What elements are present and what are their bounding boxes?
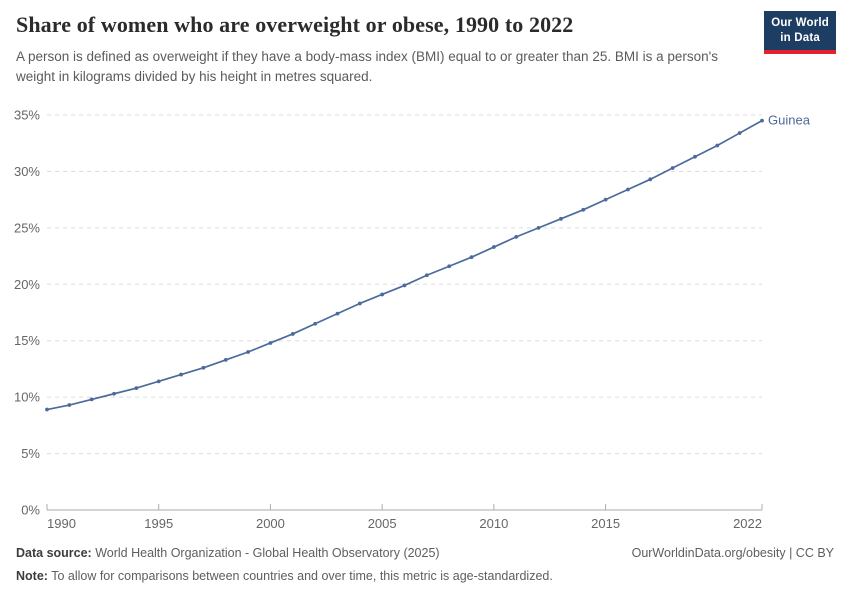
- data-point: [156, 379, 161, 384]
- x-axis-tick-label: 1995: [144, 516, 173, 531]
- data-point: [179, 372, 183, 377]
- data-point: [447, 264, 452, 269]
- series-entity-label: Guinea: [768, 113, 811, 128]
- data-point: [469, 255, 474, 260]
- footer-source-row: Data source: World Health Organization -…: [16, 545, 834, 563]
- x-axis-tick-label: 2015: [591, 516, 620, 531]
- y-axis-tick-label: 10%: [14, 390, 40, 405]
- data-point: [760, 118, 764, 123]
- data-point: [514, 234, 519, 239]
- y-axis-tick-label: 25%: [14, 220, 40, 235]
- data-point: [357, 301, 362, 306]
- data-point: [402, 283, 407, 288]
- data-point: [335, 311, 340, 316]
- y-axis-tick-label: 15%: [14, 333, 40, 348]
- data-point: [424, 273, 429, 278]
- data-point: [626, 187, 630, 192]
- data-point: [246, 350, 250, 354]
- data-point: [268, 341, 273, 345]
- data-point: [67, 403, 72, 407]
- data-point: [670, 166, 675, 170]
- data-point: [112, 391, 116, 396]
- data-line: [46, 119, 763, 411]
- y-axis-tick-label: 20%: [14, 277, 40, 292]
- chart-footer: Data source: World Health Organization -…: [16, 545, 834, 585]
- x-axis-tick-label: 2005: [368, 516, 397, 531]
- y-axis-tick-label: 35%: [14, 108, 40, 123]
- x-axis-tick-label: 2010: [479, 516, 508, 531]
- data-point: [536, 225, 541, 230]
- data-point: [715, 143, 720, 148]
- data-point: [581, 207, 586, 212]
- data-point: [491, 245, 496, 249]
- data-point: [313, 321, 318, 326]
- x-axis-tick-label: 1990: [47, 516, 76, 531]
- data-point: [737, 131, 742, 135]
- y-axis-tick-label: 30%: [14, 164, 40, 179]
- data-source-text: World Health Organization - Global Healt…: [91, 546, 440, 560]
- data-point: [603, 197, 608, 202]
- license-link[interactable]: OurWorldinData.org/obesity | CC BY: [631, 546, 834, 560]
- x-axis-tick-label: 2022: [733, 516, 762, 531]
- y-axis-tick-label: 0%: [21, 503, 40, 518]
- x-axis-tick-label: 2000: [256, 516, 285, 531]
- owid-logo: Our World in Data: [764, 11, 836, 54]
- data-source: Data source: World Health Organization -…: [16, 545, 440, 563]
- y-axis-tick-label: 5%: [21, 446, 40, 461]
- data-point: [89, 397, 94, 402]
- owid-logo-line2: in Data: [780, 31, 820, 44]
- owid-logo-line1: Our World: [771, 17, 829, 29]
- data-source-label: Data source:: [16, 546, 92, 560]
- data-point: [648, 177, 653, 182]
- page-title: Share of women who are overweight or obe…: [16, 12, 574, 37]
- data-point: [45, 407, 49, 412]
- note-text: To allow for comparisons between countri…: [47, 568, 553, 583]
- chart-subtitle: A person is defined as overweight if the…: [16, 49, 718, 84]
- data-point: [201, 365, 206, 370]
- data-point: [559, 216, 563, 221]
- line-chart: 0% 5% 10% 15% 20% 25% 30% 35% 1990 1995 2000 2005 20…: [14, 108, 811, 532]
- data-point: [223, 358, 228, 362]
- data-point: [693, 154, 697, 159]
- data-point: [380, 292, 385, 297]
- data-point: [134, 386, 139, 391]
- note-label: Note:: [16, 568, 48, 583]
- data-point: [290, 332, 295, 336]
- chart-header: Share of women who are overweight or obe…: [16, 12, 756, 87]
- footer-note-row: Note: To allow for comparisons between c…: [16, 568, 834, 586]
